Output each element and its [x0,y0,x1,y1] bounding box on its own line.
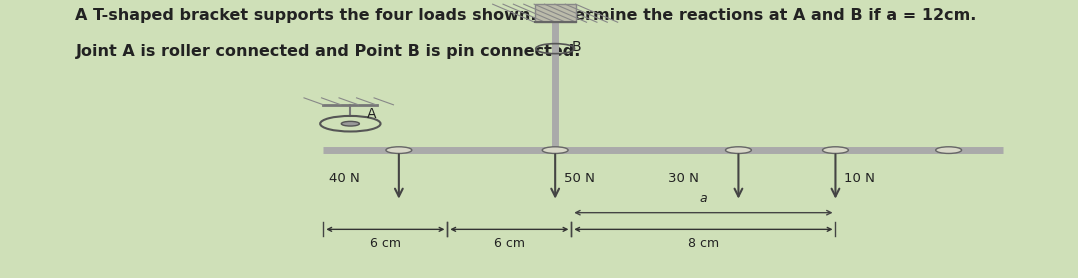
Text: Joint A is roller connected and Point B is pin connected.: Joint A is roller connected and Point B … [75,44,581,59]
Circle shape [936,147,962,153]
Text: 6 cm: 6 cm [371,237,401,250]
Text: A: A [367,107,376,121]
Text: A T-shaped bracket supports the four loads shown. Determine the reactions at A a: A T-shaped bracket supports the four loa… [75,8,977,23]
Text: a: a [700,192,707,205]
Circle shape [823,147,848,153]
Circle shape [342,121,359,126]
Text: 40 N: 40 N [329,172,360,185]
Circle shape [542,147,568,153]
Circle shape [725,147,751,153]
Text: 8 cm: 8 cm [689,237,719,250]
Text: 30 N: 30 N [668,172,700,185]
Text: 10 N: 10 N [844,172,875,185]
Bar [535,4,576,22]
Text: 6 cm: 6 cm [495,237,525,250]
Circle shape [386,147,412,153]
Text: 50 N: 50 N [564,172,595,185]
Text: B: B [571,40,581,54]
